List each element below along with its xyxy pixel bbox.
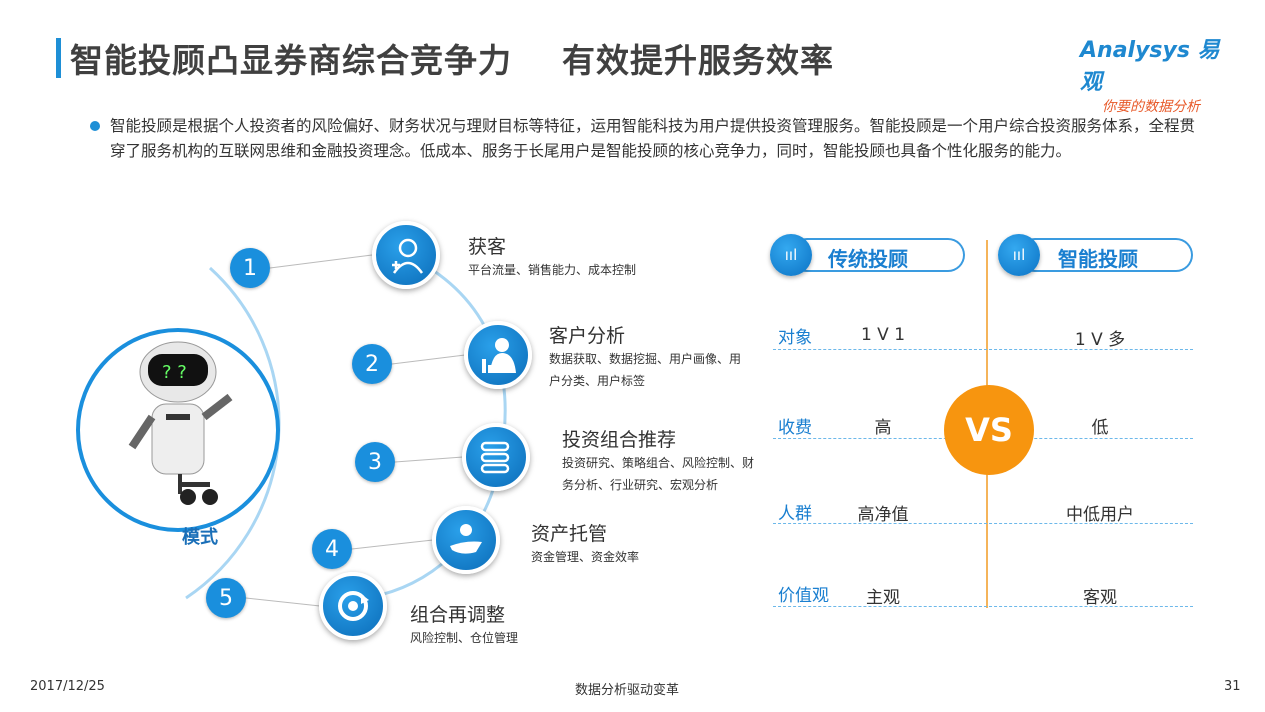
step-3-text: 投资组合推荐投资研究、策略组合、风险控制、财务分析、行业研究、宏观分析 <box>562 425 758 496</box>
row-left-value: 主观 <box>866 588 900 608</box>
logo-slogan: 你要的数据分析 <box>1102 99 1200 115</box>
robo-header <box>1018 238 1193 272</box>
title-accent-bar <box>56 38 61 78</box>
step-number-1: 1 <box>230 248 270 288</box>
chart-icon: ııl <box>770 234 812 276</box>
chart-icon: ııl <box>998 234 1040 276</box>
traditional-title: 传统投顾 <box>828 247 908 271</box>
row-label: 人群 <box>778 504 812 524</box>
step-number-2: 2 <box>352 344 392 384</box>
traditional-header <box>790 238 965 272</box>
refresh-icon <box>319 572 387 640</box>
step-title: 投资组合推荐 <box>562 429 677 451</box>
row-right-value: 中低用户 <box>1066 505 1134 525</box>
step-title: 获客 <box>468 236 507 258</box>
analysys-logo: Analysys 易观 你要的数据分析 <box>1080 32 1240 116</box>
row-label: 收费 <box>778 418 812 438</box>
logo-brand: Analysys 易观 <box>1080 38 1220 95</box>
row-left-value: 高 <box>874 418 892 438</box>
step-1-text: 获客平台流量、销售能力、成本控制 <box>468 232 636 281</box>
row-label: 价值观 <box>778 586 829 606</box>
row-divider <box>773 523 1193 524</box>
user-add-icon <box>372 221 440 289</box>
step-title: 客户分析 <box>549 325 626 347</box>
row-right-value: 客观 <box>1083 588 1117 608</box>
page-number: 31 <box>1224 679 1241 694</box>
row-right-value: 1 V 多 <box>1074 330 1126 350</box>
hand-coin-icon <box>432 506 500 574</box>
intro-paragraph: 智能投顾是根据个人投资者的风险偏好、财务状况与理财目标等特征，运用智能科技为用户… <box>90 114 1200 164</box>
step-number-3: 3 <box>355 442 395 482</box>
step-desc: 数据获取、数据挖掘、用户画像、用户分类、用户标签 <box>549 352 742 388</box>
bullet-icon <box>90 121 100 131</box>
robot-circle: ? ? <box>76 328 280 532</box>
robot-icon: ? ? <box>128 341 233 505</box>
step-2-text: 客户分析数据获取、数据挖掘、用户画像、用户分类、用户标签 <box>549 321 749 392</box>
row-right-value: 低 <box>1091 418 1109 438</box>
row-divider <box>773 349 1193 350</box>
step-5-text: 组合再调整风险控制、仓位管理 <box>410 600 518 649</box>
portfolio-icon <box>462 423 530 491</box>
vs-badge: VS <box>944 385 1034 475</box>
user-chart-icon <box>464 321 532 389</box>
page-title: 智能投顾凸显券商综合竞争力 有效提升服务效率 <box>70 41 834 80</box>
step-desc: 资金管理、资金效率 <box>531 550 640 564</box>
robo-title: 智能投顾 <box>1058 247 1138 271</box>
svg-text:? ?: ? ? <box>162 362 187 383</box>
mode-label: 模式 <box>182 527 218 548</box>
step-desc: 投资研究、策略组合、风险控制、财务分析、行业研究、宏观分析 <box>562 456 755 492</box>
step-number-4: 4 <box>312 529 352 569</box>
row-left-value: 高净值 <box>857 505 909 525</box>
step-number-5: 5 <box>206 578 246 618</box>
footer-date: 2017/12/25 <box>30 679 105 694</box>
row-label: 对象 <box>778 328 812 348</box>
intro-text: 智能投顾是根据个人投资者的风险偏好、财务状况与理财目标等特征，运用智能科技为用户… <box>110 117 1196 160</box>
step-desc: 风险控制、仓位管理 <box>410 631 519 645</box>
step-4-text: 资产托管资金管理、资金效率 <box>531 519 639 568</box>
step-desc: 平台流量、销售能力、成本控制 <box>468 263 637 277</box>
row-left-value: 1 V 1 <box>860 325 906 345</box>
step-title: 资产托管 <box>531 523 608 545</box>
footer-slogan: 数据分析驱动变革 <box>575 683 680 698</box>
row-divider <box>773 606 1193 607</box>
step-title: 组合再调整 <box>410 604 506 626</box>
